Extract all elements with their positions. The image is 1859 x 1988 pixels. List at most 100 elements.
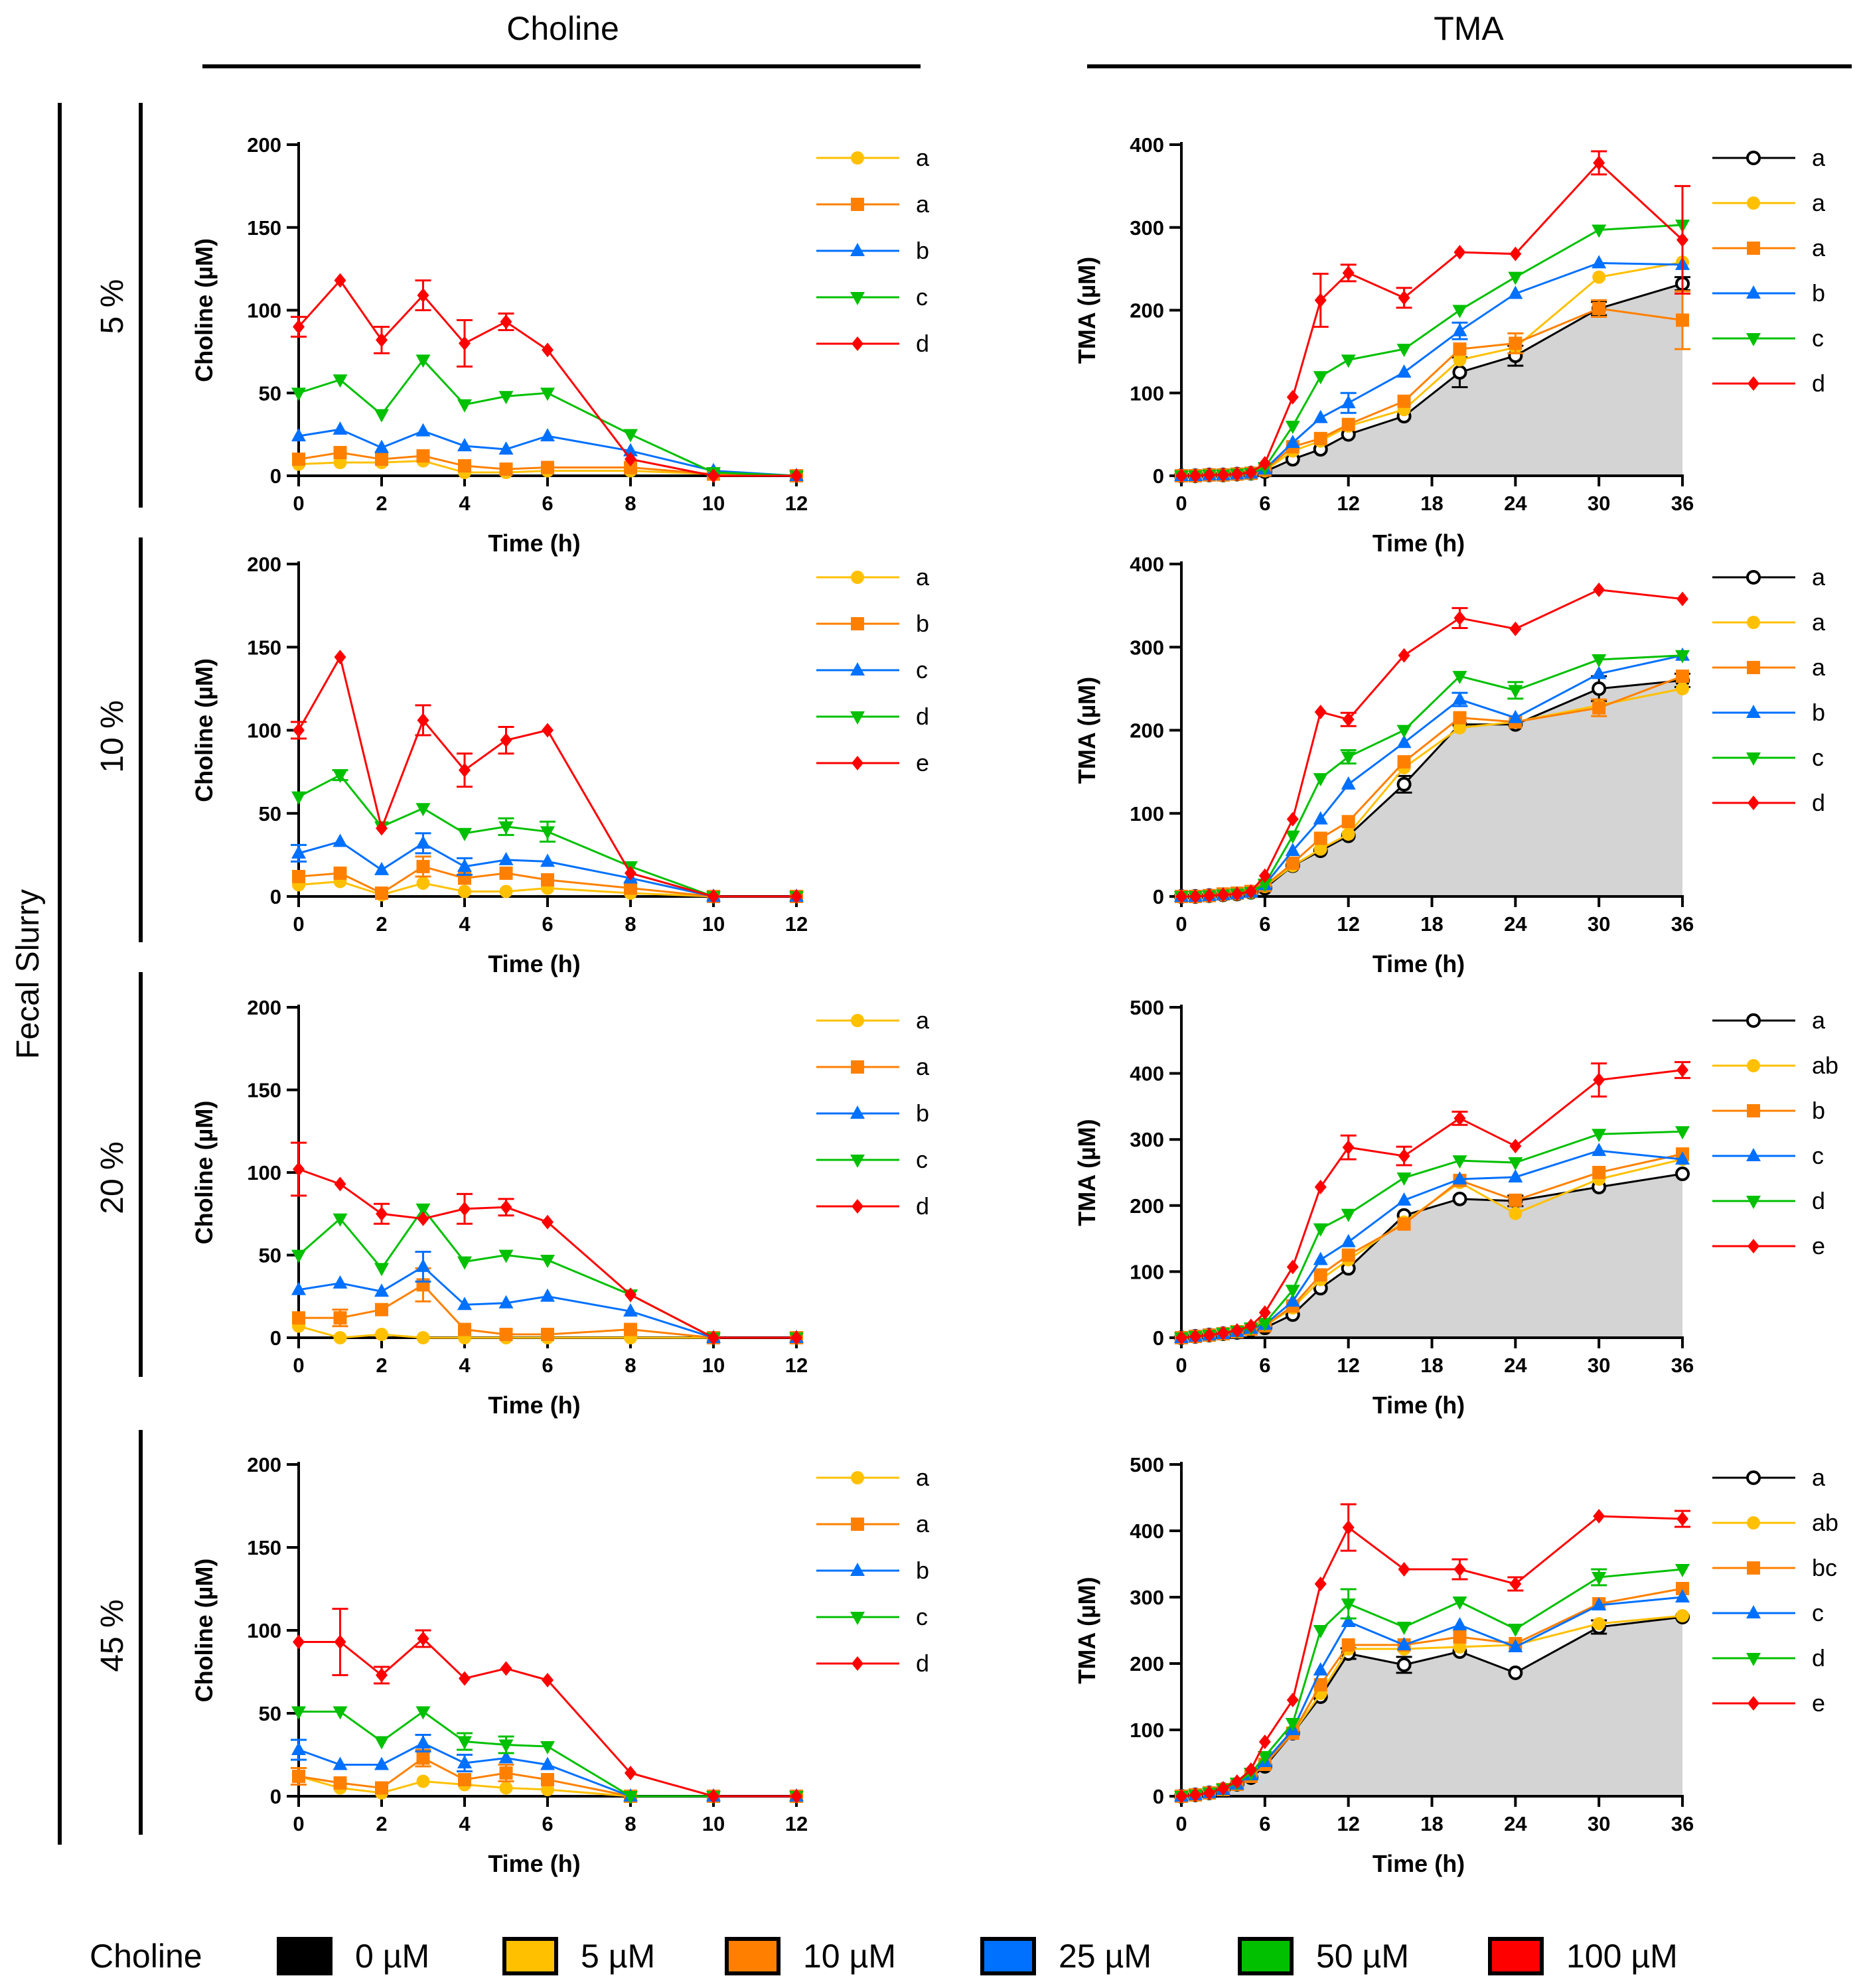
data-point (1313, 431, 1327, 445)
data-point (374, 1263, 389, 1277)
legend-marker (1747, 1059, 1760, 1072)
y-tick-label: 200 (247, 996, 281, 1019)
data-point (1244, 884, 1257, 899)
data-point (1175, 1789, 1187, 1804)
y-axis-label: Choline (µM) (190, 658, 218, 802)
data-point (1592, 224, 1607, 238)
data-point (415, 1258, 431, 1272)
legend-entry: b (816, 1557, 929, 1584)
data-point (291, 1706, 306, 1720)
x-tick-label: 6 (1259, 1354, 1270, 1377)
column-header-tma: TMA (1434, 10, 1504, 47)
legend-entry: c (1712, 324, 1824, 352)
chart-choline-20: 0 50 100 150 200 0 2 4 6 8 10 12 Time (h) Choline (µM… (190, 996, 930, 1419)
legend-marker (1747, 796, 1759, 810)
x-tick-label: 30 (1588, 1354, 1610, 1377)
significance-letter: c (1812, 744, 1824, 771)
data-point (334, 650, 346, 665)
data-point (1453, 245, 1466, 260)
data-point (1452, 671, 1467, 685)
data-point (415, 423, 431, 437)
y-tick-label: 200 (247, 1453, 281, 1476)
data-point (1341, 751, 1356, 765)
series-line (298, 428, 797, 477)
data-point (1676, 681, 1689, 695)
data-point (1313, 811, 1328, 825)
data-point (1509, 336, 1523, 350)
x-tick-label: 6 (542, 1354, 553, 1377)
legend-entry: c (816, 1146, 928, 1173)
y-tick-label: 100 (1130, 1719, 1164, 1742)
data-point (1341, 776, 1356, 790)
data-point (334, 273, 346, 288)
data-point (498, 851, 514, 865)
data-point (1203, 1786, 1215, 1800)
legend-entry: c (816, 1603, 928, 1630)
data-point (457, 827, 472, 841)
data-point (790, 889, 802, 904)
data-point (1508, 1624, 1523, 1637)
y-tick-label: 0 (1153, 1326, 1164, 1350)
data-point (1508, 709, 1523, 723)
legend-entry: d (1712, 370, 1825, 397)
data-point (1341, 417, 1355, 431)
data-point (417, 1631, 429, 1646)
data-point (1675, 650, 1690, 664)
y-tick-label: 400 (1130, 553, 1164, 576)
data-point (1675, 1166, 1690, 1181)
significance-letter: b (1812, 1097, 1825, 1124)
data-point (1592, 654, 1607, 668)
x-tick-label: 6 (1259, 1812, 1270, 1835)
legend-entry: ab (1712, 1052, 1838, 1079)
data-point (1285, 830, 1300, 844)
data-point (540, 826, 555, 840)
data-point (374, 1283, 389, 1297)
data-point (1230, 887, 1243, 902)
bottom-legend-item: 10 µM (725, 1937, 896, 1975)
data-point (1286, 1693, 1299, 1707)
data-point (1396, 344, 1412, 358)
data-point (1509, 246, 1522, 261)
data-point (1286, 856, 1300, 870)
bottom-legend-swatch (980, 1937, 1036, 1975)
data-point (1396, 735, 1412, 748)
legend-marker (850, 711, 865, 725)
data-point (1244, 1762, 1257, 1777)
chart-tma-10: 0 100 200 300 400 0 6 12 18 24 30 36 Time (h) TMA (µM… (1073, 553, 1826, 977)
baseline-area (1181, 680, 1682, 896)
series-100µm (1175, 1503, 1690, 1804)
significance-letter: a (1812, 1464, 1826, 1491)
legend-entry: a (816, 1510, 930, 1537)
legend-marker (1746, 570, 1761, 585)
significance-letter: e (916, 749, 929, 776)
x-tick-label: 6 (542, 1812, 553, 1835)
bottom-legend-label: 50 µM (1316, 1938, 1409, 1975)
data-point (1676, 591, 1688, 606)
y-tick-label: 50 (259, 1244, 281, 1267)
legend-marker (1746, 705, 1761, 718)
data-point (376, 821, 388, 836)
data-point (375, 1781, 388, 1795)
data-point (1217, 467, 1229, 482)
data-point (1593, 1509, 1605, 1524)
data-point (498, 1295, 514, 1309)
data-point (293, 723, 305, 738)
significance-letter: d (1812, 789, 1825, 816)
data-point (499, 866, 513, 880)
legend-entry: b (1712, 279, 1825, 307)
data-point (1508, 1157, 1523, 1171)
legend-entry: d (816, 1650, 929, 1677)
x-axis-label: Time (h) (1373, 1850, 1465, 1877)
data-point (1396, 1172, 1412, 1186)
significance-letter: a (916, 144, 930, 171)
legend-entry: ab (1712, 1509, 1838, 1536)
data-point (1313, 842, 1327, 856)
significance-letter: a (916, 1007, 930, 1034)
data-point (1313, 371, 1328, 385)
data-point (1676, 1062, 1688, 1078)
y-tick-label: 200 (247, 553, 281, 576)
data-point (1453, 1630, 1467, 1644)
data-point (542, 342, 554, 358)
x-tick-label: 4 (459, 1354, 471, 1377)
baseline-area (1181, 1173, 1682, 1338)
